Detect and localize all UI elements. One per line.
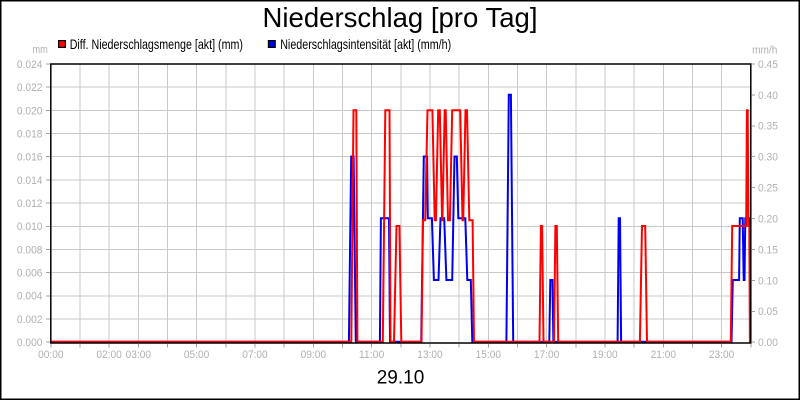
svg-text:0.020: 0.020 xyxy=(17,105,43,117)
svg-text:0.20: 0.20 xyxy=(758,214,778,226)
svg-text:03:00: 03:00 xyxy=(126,349,151,361)
svg-text:0.45: 0.45 xyxy=(758,59,778,71)
svg-text:21:00: 21:00 xyxy=(651,349,676,361)
svg-text:0.00: 0.00 xyxy=(758,337,778,349)
svg-text:Diff. Niederschlagsmenge [akt]: Diff. Niederschlagsmenge [akt] (mm) xyxy=(70,36,243,52)
svg-text:0.000: 0.000 xyxy=(17,337,43,349)
svg-text:0.024: 0.024 xyxy=(17,59,43,71)
svg-text:07:00: 07:00 xyxy=(242,349,267,361)
svg-text:13:00: 13:00 xyxy=(417,349,442,361)
svg-text:0.25: 0.25 xyxy=(758,183,778,195)
svg-text:0.10: 0.10 xyxy=(758,275,778,287)
svg-text:00:00: 00:00 xyxy=(38,349,63,361)
svg-text:11:00: 11:00 xyxy=(359,349,384,361)
svg-text:0.018: 0.018 xyxy=(17,129,43,141)
svg-text:0.022: 0.022 xyxy=(17,82,43,94)
svg-text:02:00: 02:00 xyxy=(96,349,121,361)
svg-text:0.30: 0.30 xyxy=(758,152,778,164)
svg-text:0.35: 0.35 xyxy=(758,121,778,133)
svg-text:15:00: 15:00 xyxy=(476,349,501,361)
svg-text:17:00: 17:00 xyxy=(534,349,559,361)
svg-text:mm/h: mm/h xyxy=(752,44,777,56)
svg-text:19:00: 19:00 xyxy=(592,349,617,361)
svg-text:mm: mm xyxy=(33,44,48,56)
svg-text:0.004: 0.004 xyxy=(17,291,43,303)
svg-text:0.012: 0.012 xyxy=(17,198,43,210)
svg-text:0.016: 0.016 xyxy=(17,152,43,164)
svg-text:0.002: 0.002 xyxy=(17,314,43,326)
svg-text:29.10: 29.10 xyxy=(377,368,425,389)
svg-text:23:00: 23:00 xyxy=(709,349,734,361)
svg-text:09:00: 09:00 xyxy=(301,349,326,361)
svg-text:0.05: 0.05 xyxy=(758,306,778,318)
svg-text:Niederschlag [pro Tag]: Niederschlag [pro Tag] xyxy=(263,2,538,33)
svg-text:0.008: 0.008 xyxy=(17,244,43,256)
svg-text:Niederschlagsintensität [akt]: Niederschlagsintensität [akt] (mm/h) xyxy=(280,36,451,52)
svg-text:0.006: 0.006 xyxy=(17,268,43,280)
svg-text:0.014: 0.014 xyxy=(17,175,43,187)
svg-text:0.010: 0.010 xyxy=(17,221,43,233)
svg-text:0.40: 0.40 xyxy=(758,90,778,102)
svg-text:05:00: 05:00 xyxy=(184,349,209,361)
svg-text:0.15: 0.15 xyxy=(758,244,778,256)
